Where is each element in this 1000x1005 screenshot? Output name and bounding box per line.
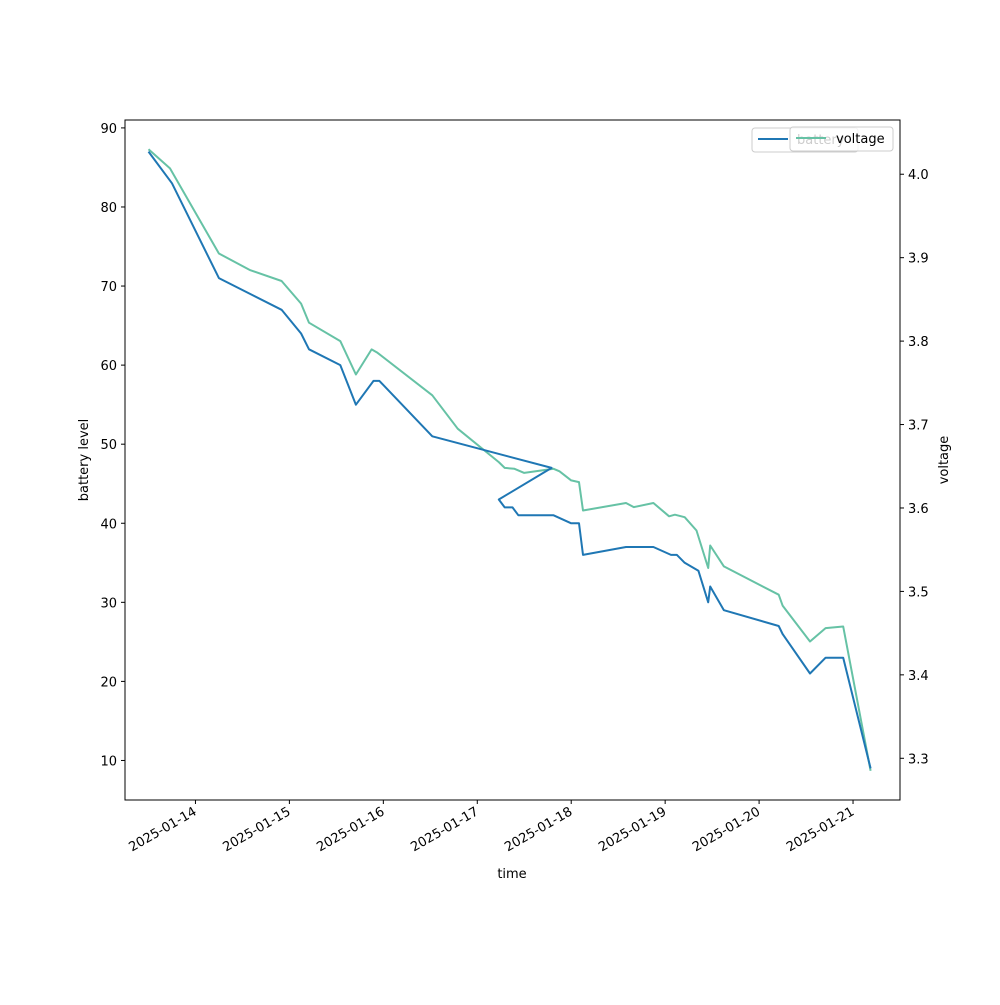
right-y-tick-label: 4.0 (908, 168, 929, 183)
left-y-tick-label: 90 (100, 122, 117, 137)
left-y-tick-label: 10 (100, 754, 117, 769)
left-y-tick-label: 70 (100, 280, 117, 295)
right-y-axis-label: voltage (937, 436, 952, 485)
legend-voltage: voltage (789, 126, 894, 152)
series-layer (147, 148, 872, 771)
left-y-tick-label: 20 (100, 675, 117, 690)
x-axis-label: time (497, 867, 526, 882)
x-tick-label: 2025-01-15 (220, 804, 293, 855)
x-tick-label: 2025-01-17 (408, 804, 481, 855)
right-y-tick-label: 3.5 (908, 585, 929, 600)
series-line-voltage (147, 148, 872, 771)
x-tick-label: 2025-01-16 (314, 804, 387, 855)
x-axis: 2025-01-14 2025-01-15 2025-01-16 2025-01-17… (127, 800, 857, 855)
x-tick-label: 2025-01-19 (596, 804, 669, 855)
left-y-tick-label: 60 (100, 359, 117, 374)
x-tick-label: 2025-01-14 (127, 804, 200, 855)
right-y-tick-label: 3.7 (908, 419, 929, 434)
right-y-tick-label: 3.3 (908, 752, 929, 767)
left-y-tick-label: 40 (100, 517, 117, 532)
left-y-tick-label: 30 (100, 596, 117, 611)
left-y-axis-label: battery level (77, 419, 92, 502)
right-y-axis: 3.3 3.4 3.5 3.6 3.7 3.8 3.9 4.0 (900, 168, 929, 767)
left-y-axis: 10 20 30 40 50 60 70 80 90 (100, 122, 125, 769)
x-tick-label: 2025-01-20 (690, 804, 763, 855)
x-tick-label: 2025-01-18 (502, 804, 575, 855)
legend-voltage-box (789, 126, 894, 152)
series-line-battery (147, 151, 872, 769)
right-y-tick-label: 3.4 (908, 669, 929, 684)
legend-voltage-label: voltage (836, 132, 885, 147)
left-y-tick-label: 50 (100, 438, 117, 453)
left-y-tick-label: 80 (100, 201, 117, 216)
right-y-tick-label: 3.6 (908, 502, 929, 517)
plot-frame (124, 119, 901, 801)
x-tick-label: 2025-01-21 (784, 804, 857, 855)
right-y-tick-label: 3.8 (908, 335, 929, 350)
right-y-tick-label: 3.9 (908, 252, 929, 267)
